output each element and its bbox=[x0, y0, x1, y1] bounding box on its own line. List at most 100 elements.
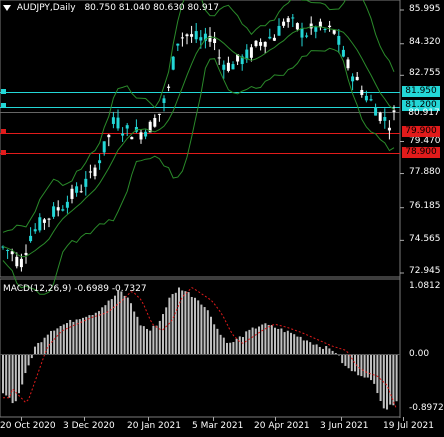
macd-histogram-bar bbox=[213, 324, 216, 354]
level-handle-icon[interactable] bbox=[1, 150, 6, 155]
macd-histogram-bar bbox=[114, 295, 116, 354]
candle-body bbox=[332, 30, 336, 34]
macd-histogram-bar bbox=[203, 307, 206, 354]
level-handle-icon[interactable] bbox=[1, 103, 6, 108]
candle-body bbox=[157, 113, 161, 115]
macd-histogram-bar bbox=[37, 342, 40, 354]
macd-histogram-bar bbox=[139, 325, 142, 354]
macd-histogram-bar bbox=[133, 311, 136, 354]
macd-histogram-bar bbox=[158, 320, 161, 354]
macd-histogram-bar bbox=[21, 354, 24, 385]
price-tick-label: 77.880 bbox=[409, 167, 441, 177]
candle-body bbox=[286, 18, 290, 23]
macd-histogram-bar bbox=[382, 354, 385, 409]
macd-histogram-bar bbox=[27, 354, 30, 366]
macd-histogram-bar bbox=[165, 307, 168, 354]
candle-body bbox=[102, 141, 106, 153]
macd-histogram-bar bbox=[181, 290, 184, 354]
macd-histogram-bar bbox=[187, 292, 190, 354]
support-level-tag[interactable]: 79.900 bbox=[402, 126, 440, 137]
level-handle-icon[interactable] bbox=[1, 129, 6, 134]
macd-histogram-bar bbox=[357, 354, 360, 376]
macd-histogram-bar bbox=[174, 292, 177, 354]
macd-histogram-bar bbox=[318, 346, 321, 354]
level-handle-icon[interactable] bbox=[1, 89, 6, 94]
candle-body bbox=[88, 171, 92, 173]
candle-body bbox=[70, 188, 74, 199]
candle-body bbox=[346, 59, 350, 69]
macd-histogram-bar bbox=[226, 342, 228, 354]
macd-histogram-bar bbox=[34, 346, 36, 354]
macd-histogram-bar bbox=[72, 321, 75, 354]
resistance-level-tag[interactable]: 81.200 bbox=[402, 100, 440, 111]
candle-body bbox=[84, 178, 88, 187]
macd-histogram-bar bbox=[379, 354, 382, 401]
candle-body bbox=[10, 251, 14, 255]
macd-histogram-bar bbox=[155, 325, 158, 354]
triangle-down-icon[interactable] bbox=[3, 4, 11, 11]
macd-histogram-bar bbox=[293, 334, 296, 354]
macd-histogram-bar bbox=[306, 340, 308, 354]
candle-body bbox=[65, 201, 69, 208]
candle-body bbox=[139, 132, 143, 140]
time-tick-label: 20 Oct 2020 bbox=[0, 421, 56, 431]
candle-body bbox=[144, 131, 148, 137]
time-tick-label: 20 Jan 2021 bbox=[127, 421, 181, 431]
macd-histogram-bar bbox=[94, 312, 97, 354]
candle-body bbox=[111, 117, 115, 124]
price-tick-label: 85.995 bbox=[409, 4, 441, 14]
macd-tick-label: 1.0812 bbox=[409, 281, 441, 291]
macd-histogram-bar bbox=[242, 337, 244, 354]
macd-histogram-bar bbox=[334, 353, 337, 355]
price-tick-label: 76.185 bbox=[409, 201, 441, 211]
candle-body bbox=[328, 25, 332, 28]
macd-histogram-bar bbox=[40, 342, 43, 354]
candle-body bbox=[29, 235, 33, 242]
macd-histogram-bar bbox=[222, 337, 225, 354]
macd-histogram-bar bbox=[254, 328, 257, 354]
candle-body bbox=[98, 160, 102, 164]
macd-histogram-bar bbox=[146, 328, 148, 354]
macd-histogram-bar bbox=[315, 344, 318, 354]
macd-histogram-bar bbox=[290, 332, 292, 354]
candle-body bbox=[213, 38, 217, 43]
candle-body bbox=[259, 42, 263, 46]
macd-histogram-bar bbox=[117, 290, 120, 354]
macd-histogram-bar bbox=[5, 354, 8, 396]
candle-body bbox=[42, 219, 46, 223]
candle-body bbox=[272, 37, 276, 41]
macd-histogram-bar bbox=[206, 310, 209, 354]
macd-histogram-bar bbox=[258, 326, 260, 354]
macd-histogram-bar bbox=[347, 354, 350, 369]
macd-histogram-bar bbox=[344, 354, 347, 366]
candle-body bbox=[323, 28, 327, 30]
candle-body bbox=[378, 112, 382, 121]
macd-histogram-bar bbox=[85, 316, 88, 354]
support-level-tag[interactable]: 78.900 bbox=[402, 147, 440, 158]
macd-histogram-bar bbox=[251, 327, 254, 354]
price-tick-label: 74.565 bbox=[409, 234, 441, 244]
candle-body bbox=[56, 207, 60, 211]
macd-histogram-bar bbox=[328, 348, 331, 354]
macd-histogram-bar bbox=[331, 350, 334, 354]
macd-title: MACD(12,26,9) -0.6989 -0.7327 bbox=[3, 284, 147, 294]
macd-histogram-bar bbox=[104, 305, 107, 354]
macd-histogram-bar bbox=[386, 354, 388, 410]
candle-body bbox=[217, 57, 221, 59]
candle-body bbox=[337, 35, 341, 45]
candle-body bbox=[47, 218, 51, 220]
macd-histogram-bar bbox=[261, 324, 264, 354]
macd-histogram-bar bbox=[274, 327, 276, 354]
candle-body bbox=[268, 36, 272, 39]
candle-body bbox=[387, 127, 391, 131]
macd-histogram-bar bbox=[53, 330, 56, 354]
macd-histogram-bar bbox=[245, 331, 248, 354]
symbol-timeframe: AUDJPY,Daily bbox=[16, 3, 76, 13]
resistance-level-tag[interactable]: 81.950 bbox=[402, 86, 440, 97]
time-tick-label: 19 Jul 2021 bbox=[383, 421, 434, 431]
macd-histogram-bar bbox=[46, 334, 49, 354]
macd-histogram-bar bbox=[270, 325, 273, 354]
price-tick-label: 84.320 bbox=[409, 37, 441, 47]
